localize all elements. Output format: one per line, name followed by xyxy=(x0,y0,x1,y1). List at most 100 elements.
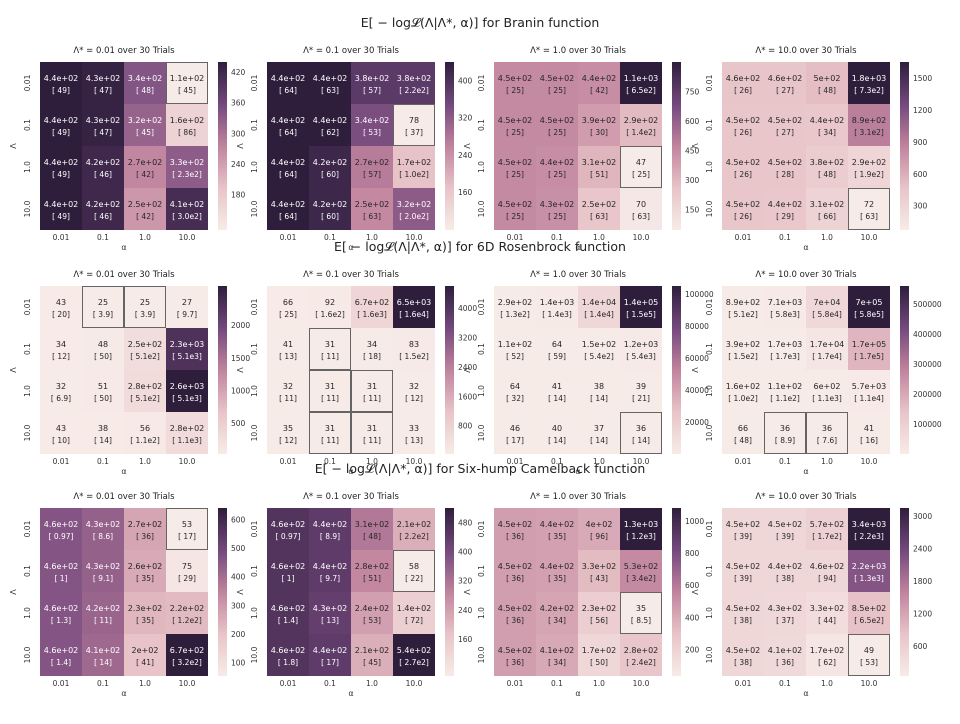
heatmap-cell xyxy=(722,286,764,328)
heatmap-cell xyxy=(393,412,435,454)
heatmap-cell xyxy=(536,412,578,454)
cell-std: [ 62] xyxy=(818,658,836,667)
cell-value: 1.8e+03 xyxy=(852,74,887,83)
heatmap-cell xyxy=(393,592,435,634)
cell-value: 4.4e+02 xyxy=(271,116,306,125)
y-tick-label: 10.0 xyxy=(250,646,259,663)
heatmap-cell xyxy=(722,592,764,634)
colorbar-tick-label: 100 xyxy=(231,659,246,668)
heatmap-cell xyxy=(620,104,662,146)
panel-title: Λ* = 10.0 over 30 Trials xyxy=(755,46,857,56)
cell-value: 1.1e+02 xyxy=(498,340,533,349)
heatmap-cell xyxy=(309,370,351,412)
cell-std: [ 2.2e2] xyxy=(399,86,429,95)
x-tick-label: 1.0 xyxy=(139,679,151,688)
heatmap-cell xyxy=(393,146,435,188)
panel-title: Λ* = 1.0 over 30 Trials xyxy=(530,270,626,280)
cell-std: [ 49] xyxy=(52,128,70,137)
cell-std: [ 5.1e2] xyxy=(130,352,160,361)
x-tick-label: 1.0 xyxy=(593,233,605,242)
heatmap-cell xyxy=(806,286,848,328)
cell-value: 3.1e+02 xyxy=(810,200,845,209)
y-tick-label: 10.0 xyxy=(23,424,32,441)
heatmap-cell xyxy=(267,104,309,146)
optimal-box xyxy=(166,62,208,104)
colorbar-tick-label: 300000 xyxy=(913,360,942,369)
cell-value: 92 xyxy=(325,298,335,307)
heatmap-cell xyxy=(351,550,393,592)
heatmap-cell xyxy=(536,370,578,412)
heatmap-cell xyxy=(393,286,435,328)
heatmap-cell xyxy=(722,550,764,592)
cell-value: 75 xyxy=(182,562,192,571)
heatmap-cell xyxy=(40,634,82,676)
cell-std: [ 3.1e2] xyxy=(854,128,884,137)
cell-value: 4.4e+02 xyxy=(810,116,845,125)
cell-value: 4.4e+02 xyxy=(313,74,348,83)
cell-std: [ 1.9e2] xyxy=(854,170,884,179)
heatmap-cell xyxy=(536,62,578,104)
optimal-box xyxy=(848,188,890,230)
heatmap-cell xyxy=(764,188,806,230)
cell-value: 1.4e+02 xyxy=(397,604,432,613)
y-tick-label: 10.0 xyxy=(23,200,32,217)
x-tick-label: 0.01 xyxy=(735,457,752,466)
cell-value: 40 xyxy=(552,424,562,433)
cell-value: 2.1e+02 xyxy=(397,520,432,529)
cell-std: [ 47] xyxy=(94,86,112,95)
heatmap-cell xyxy=(309,634,351,676)
cell-value: 31 xyxy=(325,424,335,433)
panel-title: Λ* = 0.01 over 30 Trials xyxy=(73,492,175,502)
colorbar-tick-label: 240 xyxy=(458,606,473,615)
heatmap-cell xyxy=(40,104,82,146)
cell-value: 34 xyxy=(367,340,377,349)
cell-std: [ 1.1e3] xyxy=(172,436,202,445)
colorbar xyxy=(445,286,454,454)
x-axis-label: α xyxy=(348,467,353,476)
heatmap-cell xyxy=(351,508,393,550)
x-tick-label: 10.0 xyxy=(406,233,423,242)
cell-value: 3.3e+02 xyxy=(170,158,205,167)
y-tick-label: 0.01 xyxy=(23,298,32,315)
heatmap-cell xyxy=(620,62,662,104)
cell-std: [ 60] xyxy=(321,212,339,221)
cell-value: 39 xyxy=(636,382,646,391)
heatmap-cell xyxy=(309,592,351,634)
heatmap-cell xyxy=(536,634,578,676)
cell-std: [ 63] xyxy=(632,212,650,221)
x-tick-label: 0.1 xyxy=(324,233,336,242)
cell-std: [ 25] xyxy=(548,128,566,137)
colorbar-tick-label: 400 xyxy=(458,548,473,557)
cell-value: 8.9e+02 xyxy=(852,116,887,125)
cell-value: 5.3e+02 xyxy=(624,562,659,571)
x-tick-label: 10.0 xyxy=(861,233,878,242)
cell-std: [ 39] xyxy=(734,532,752,541)
cell-std: [ 10] xyxy=(52,436,70,445)
cell-std: [ 25] xyxy=(506,86,524,95)
heatmap-cell xyxy=(309,188,351,230)
cell-std: [ 11] xyxy=(363,436,381,445)
colorbar-tick-label: 180 xyxy=(231,190,246,199)
heatmap-cell xyxy=(166,104,208,146)
row-title: E[ − log𝓛(Λ|Λ*, α)] for 6D Rosenbrock fu… xyxy=(334,239,626,254)
colorbar-tick-label: 1500 xyxy=(231,354,250,363)
cell-value: 1.7e+03 xyxy=(768,340,803,349)
cell-std: [ 1.1e2] xyxy=(130,436,160,445)
cell-std: [ 1.8] xyxy=(278,658,298,667)
cell-value: 2.6e+02 xyxy=(128,562,163,571)
x-tick-label: 0.01 xyxy=(53,457,70,466)
cell-value: 31 xyxy=(325,340,335,349)
heatmap-cell xyxy=(722,328,764,370)
y-axis-label: Λ xyxy=(9,143,18,149)
heatmap-cell xyxy=(124,412,166,454)
heatmap-cell xyxy=(722,370,764,412)
x-tick-label: 0.01 xyxy=(507,679,524,688)
y-tick-label: 0.01 xyxy=(250,298,259,315)
colorbar-tick-label: 80000 xyxy=(685,322,709,331)
heatmap-cell xyxy=(764,146,806,188)
heatmap-cell xyxy=(806,592,848,634)
heatmap-cell xyxy=(351,62,393,104)
heatmap-cell xyxy=(620,412,662,454)
cell-value: 4.5e+02 xyxy=(726,158,761,167)
cell-std: [ 56] xyxy=(590,616,608,625)
